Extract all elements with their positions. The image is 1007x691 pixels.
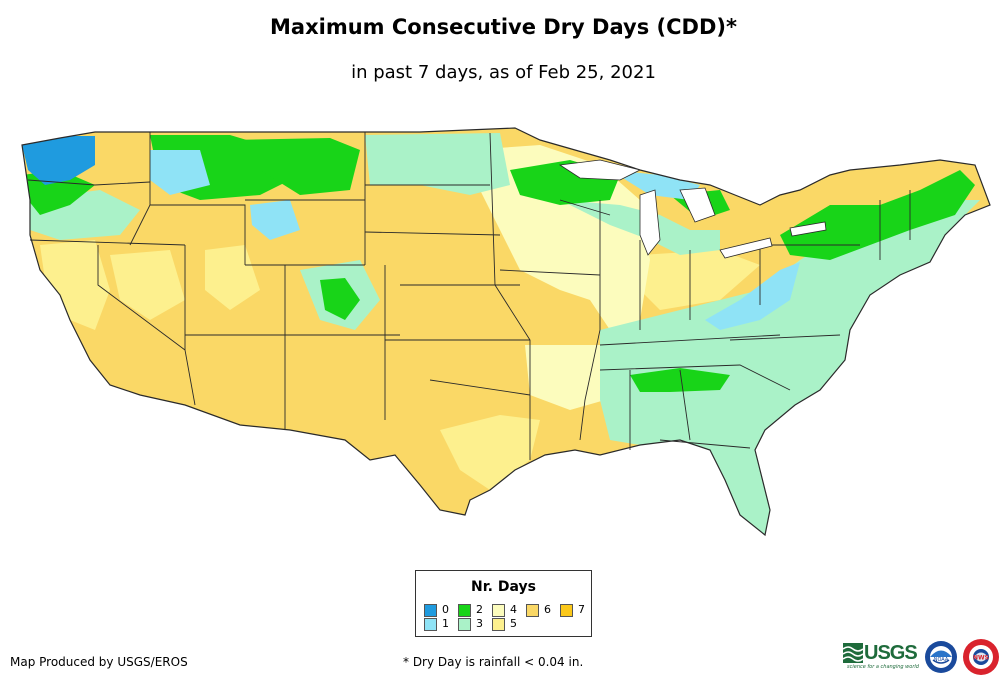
border-ky-tn <box>599 334 781 346</box>
noaa-logo: NOAA <box>925 641 957 673</box>
legend-swatch-7 <box>560 604 573 617</box>
legend: Nr. Days 0 1 2 3 4 5 6 7 <box>415 570 592 637</box>
border-ok-tx <box>429 379 531 396</box>
nws-logo: NWS <box>963 639 999 675</box>
border-or-ca-nv <box>29 239 186 246</box>
legend-title: Nr. Days <box>471 579 536 595</box>
usgs-tagline: science for a changing world <box>847 664 919 670</box>
region-4day-arkansas <box>525 345 605 410</box>
legend-swatch-2 <box>458 604 471 617</box>
region-3day-dakotas <box>365 133 510 195</box>
usgs-wave-icon <box>843 643 863 663</box>
usgs-wordmark: USGS <box>864 642 918 664</box>
legend-item-6: 6 <box>526 604 551 618</box>
border-wi-mi <box>559 199 611 216</box>
region-2day-tennessee <box>630 368 730 392</box>
conus-outline <box>21 127 991 537</box>
border-al-ga <box>679 369 691 441</box>
region-5day-nevada <box>110 250 185 320</box>
region-1day-wyoming <box>250 200 300 240</box>
region-1day-appalachia <box>705 262 800 330</box>
region-1day-idaho <box>150 150 210 195</box>
legend-label-5: 5 <box>510 617 517 630</box>
legend-item-2: 2 <box>458 604 483 618</box>
border-tn-south <box>599 364 791 391</box>
border-sd-ne <box>364 231 501 236</box>
legend-item-5: 5 <box>492 618 517 632</box>
legend-item-7: 7 <box>560 604 585 618</box>
border-ga-fl <box>659 439 751 449</box>
legend-item-0: 0 <box>424 604 449 618</box>
region-2day-montana <box>230 138 360 195</box>
legend-swatch-4 <box>492 604 505 617</box>
border-ia-mo <box>499 269 601 276</box>
map-subtitle: in past 7 days, as of Feb 25, 2021 <box>351 62 656 83</box>
border-mississippi <box>579 200 601 441</box>
border-id-mt-wy <box>150 204 246 265</box>
usgs-logo: USGS science for a changing world <box>843 641 919 671</box>
region-2day-colorado <box>320 278 360 320</box>
lake-ontario <box>789 221 827 237</box>
border-mn-wi-west <box>489 132 531 460</box>
legend-label-1: 1 <box>442 617 449 630</box>
noaa-label: NOAA <box>934 657 949 663</box>
cdd-regions <box>22 133 980 535</box>
legend-label-2: 2 <box>476 603 483 616</box>
region-5day-utah <box>205 245 260 310</box>
legend-swatch-6 <box>526 604 539 617</box>
nws-label: NWS <box>973 655 989 662</box>
legend-swatch-5 <box>492 618 505 631</box>
legend-swatch-1 <box>424 618 437 631</box>
map-title: Maximum Consecutive Dry Days (CDD)* <box>270 15 737 39</box>
region-5day-ohio-valley <box>640 250 760 310</box>
region-1day-michigan-up <box>610 170 700 200</box>
legend-item-4: 4 <box>492 604 517 618</box>
region-2day-northeast <box>780 170 975 260</box>
great-lakes <box>558 159 827 259</box>
legend-label-4: 4 <box>510 603 517 616</box>
map-credit: Map Produced by USGS/EROS <box>10 655 188 669</box>
lake-huron <box>679 187 716 223</box>
border-nv-ut <box>184 245 196 406</box>
region-5day-california <box>40 240 110 330</box>
legend-label-3: 3 <box>476 617 483 630</box>
region-0day-washington <box>22 136 95 185</box>
lake-superior <box>558 159 642 181</box>
lake-erie <box>719 237 773 259</box>
footnote: * Dry Day is rainfall < 0.04 in. <box>403 655 584 669</box>
lake-michigan <box>639 189 661 256</box>
legend-item-3: 3 <box>458 618 483 632</box>
legend-item-1: 1 <box>424 618 449 632</box>
region-3day-southeast <box>600 200 980 535</box>
legend-label-7: 7 <box>578 603 585 616</box>
border-va-nc <box>729 334 841 341</box>
legend-swatch-0 <box>424 604 437 617</box>
border-new-england <box>879 190 911 260</box>
border-wa-or <box>27 179 151 186</box>
legend-swatch-3 <box>458 618 471 631</box>
legend-label-6: 6 <box>544 603 551 616</box>
border-ca-nv <box>97 245 186 351</box>
state-borders <box>27 132 911 460</box>
legend-label-0: 0 <box>442 603 449 616</box>
